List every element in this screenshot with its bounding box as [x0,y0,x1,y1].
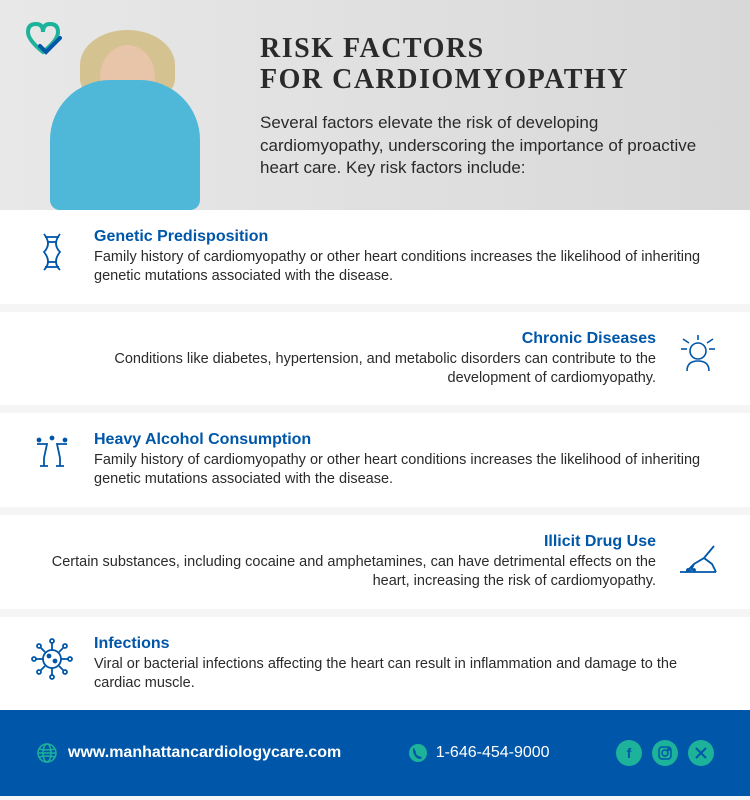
factor-title: Infections [94,635,722,653]
factor-alcohol: Heavy Alcohol Consumption Family history… [0,413,750,515]
title-line-1: RISK FACTORS [260,33,485,64]
person-photo-placeholder [20,20,230,210]
x-twitter-icon[interactable] [688,740,714,766]
factor-drug: Illicit Drug Use Certain substances, inc… [0,515,750,617]
factor-title: Heavy Alcohol Consumption [94,431,722,449]
factor-desc: Viral or bacterial infections affecting … [94,655,722,693]
instagram-icon[interactable] [652,740,678,766]
phone-icon [408,743,428,763]
factor-desc: Family history of cardiomyopathy or othe… [94,248,722,286]
website-link[interactable]: www.manhattancardiologycare.com [68,744,341,762]
factor-title: Chronic Diseases [28,330,656,348]
factor-infections: Infections Viral or bacterial infections… [0,617,750,711]
globe-icon [36,742,58,764]
factor-title: Illicit Drug Use [28,533,656,551]
drug-icon [674,533,722,581]
dna-icon [28,228,76,276]
footer: www.manhattancardiologycare.com 1-646-45… [0,710,750,796]
facebook-icon[interactable]: f [616,740,642,766]
factor-desc: Conditions like diabetes, hypertension, … [28,350,656,388]
header: RISK FACTORS FOR CARDIOMYOPATHY Several … [0,0,750,210]
page-title: RISK FACTORS FOR CARDIOMYOPATHY [260,34,710,96]
page-subtitle: Several factors elevate the risk of deve… [260,112,710,181]
factor-genetic: Genetic Predisposition Family history of… [0,210,750,312]
alcohol-icon [28,431,76,479]
title-line-2: FOR CARDIOMYOPATHY [260,64,629,95]
phone-link[interactable]: 1-646-454-9000 [436,744,550,762]
virus-icon [28,635,76,683]
factor-desc: Family history of cardiomyopathy or othe… [94,451,722,489]
factor-title: Genetic Predisposition [94,228,722,246]
stress-icon [674,330,722,378]
factor-desc: Certain substances, including cocaine an… [28,553,656,591]
risk-factors-list: Genetic Predisposition Family history of… [0,210,750,710]
factor-chronic: Chronic Diseases Conditions like diabete… [0,312,750,414]
